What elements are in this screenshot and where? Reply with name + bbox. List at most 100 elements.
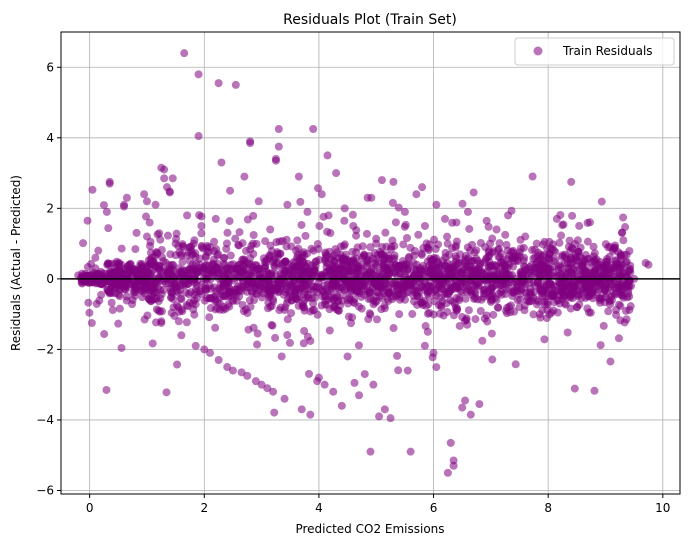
data-point [226, 186, 235, 195]
data-point [443, 232, 452, 241]
data-point [97, 290, 106, 299]
data-point [314, 245, 323, 254]
data-point [384, 283, 393, 292]
data-point [472, 246, 481, 255]
data-point [387, 242, 396, 251]
data-point [157, 268, 166, 277]
data-point [206, 348, 215, 357]
data-point [375, 412, 384, 421]
data-point [360, 370, 369, 379]
data-point [432, 263, 441, 272]
data-point [461, 396, 470, 405]
data-point [207, 294, 216, 303]
data-point [487, 329, 496, 338]
data-point [431, 245, 440, 254]
data-point [197, 221, 206, 230]
data-point [266, 225, 275, 234]
data-point [200, 345, 209, 354]
data-point [317, 190, 326, 199]
data-point [585, 308, 594, 317]
data-point [371, 275, 380, 284]
data-point [443, 307, 452, 316]
data-point [294, 244, 303, 253]
data-point [492, 295, 501, 304]
data-point [601, 240, 610, 249]
data-point [163, 231, 172, 240]
data-point [420, 264, 429, 273]
data-point [175, 248, 184, 257]
data-point [250, 266, 259, 275]
data-point [482, 216, 491, 225]
data-point [243, 283, 252, 292]
data-point [99, 201, 108, 210]
data-point [78, 273, 87, 282]
data-point [228, 366, 237, 375]
data-point [504, 251, 513, 260]
data-point [354, 341, 363, 350]
data-point [224, 287, 233, 296]
data-point [209, 270, 218, 279]
data-point [455, 321, 464, 330]
data-point [400, 222, 409, 231]
data-point [544, 253, 553, 262]
y-tick-label: 4 [46, 131, 54, 145]
data-point [619, 236, 628, 245]
data-point [466, 410, 475, 419]
data-point [395, 262, 404, 271]
data-point [596, 341, 605, 350]
data-point [155, 229, 164, 238]
data-point [482, 268, 491, 277]
data-point [264, 298, 273, 307]
data-point [547, 245, 556, 254]
data-point [246, 139, 255, 148]
data-point [263, 304, 272, 313]
data-point [458, 403, 467, 412]
data-point [184, 265, 193, 274]
data-point [309, 299, 318, 308]
data-point [412, 190, 421, 199]
data-point [332, 169, 341, 178]
data-point [307, 244, 316, 253]
data-point [253, 340, 262, 349]
data-point [463, 207, 472, 216]
data-point [423, 309, 432, 318]
data-point [388, 198, 397, 207]
data-point [323, 227, 332, 236]
data-point [303, 293, 312, 302]
data-point [495, 239, 504, 248]
data-point [401, 295, 410, 304]
data-point [214, 250, 223, 259]
data-point [195, 254, 204, 263]
data-point [502, 279, 511, 288]
data-point [306, 336, 315, 345]
data-point [435, 309, 444, 318]
data-point [445, 286, 454, 295]
data-point [339, 242, 348, 251]
data-point [520, 285, 529, 294]
data-point [565, 236, 574, 245]
data-point [597, 197, 606, 206]
data-point [364, 268, 373, 277]
data-point [299, 339, 308, 348]
data-point [516, 235, 525, 244]
data-point [214, 79, 223, 88]
data-point [321, 256, 330, 265]
data-point [445, 264, 454, 273]
data-point [223, 228, 232, 237]
data-point [406, 447, 415, 456]
data-point [303, 278, 312, 287]
data-point [465, 224, 474, 233]
data-point [404, 254, 413, 263]
data-point [475, 400, 484, 409]
data-point [285, 338, 294, 347]
data-point [348, 210, 357, 219]
data-point [529, 310, 538, 319]
data-point [186, 288, 195, 297]
data-point [543, 298, 552, 307]
data-point [573, 236, 582, 245]
data-point [235, 228, 244, 237]
data-point [474, 278, 483, 287]
data-point [519, 256, 528, 265]
data-point [573, 269, 582, 278]
data-point [448, 244, 457, 253]
